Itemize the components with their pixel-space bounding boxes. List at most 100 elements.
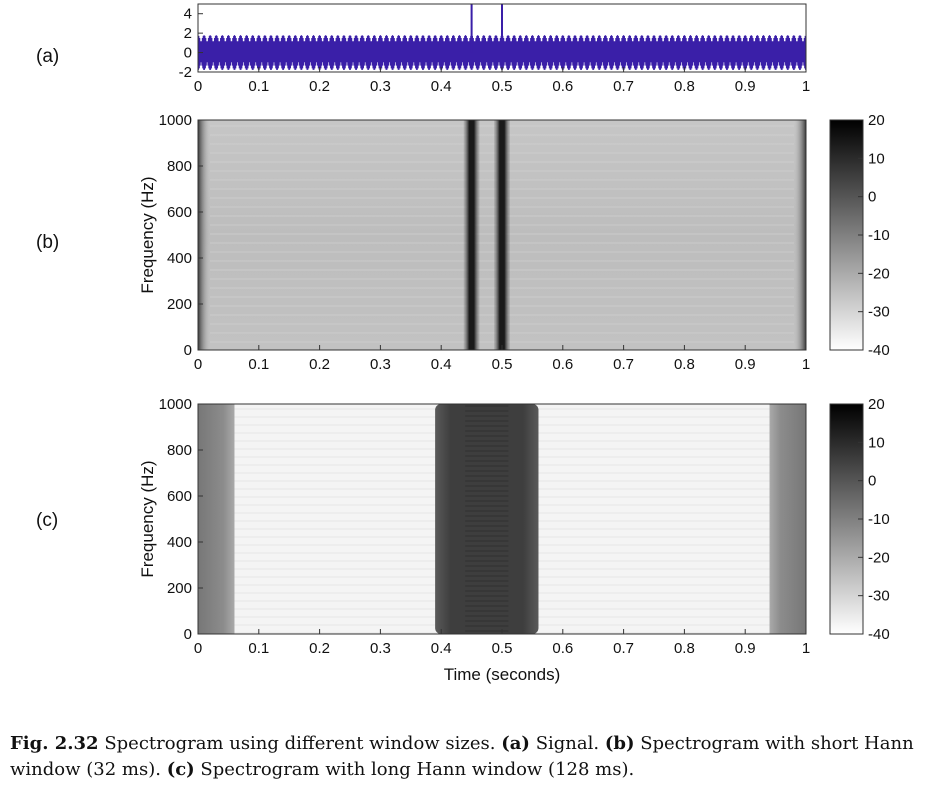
panel-a-signal-group bbox=[197, 4, 807, 70]
figure-caption: Fig. 2.32 Spectrogram using different wi… bbox=[10, 731, 935, 783]
panel-b-impulse-column bbox=[494, 120, 510, 350]
panel-c-ytick-label: 600 bbox=[167, 488, 192, 505]
panel-c-x-axis: 0 0.1 0.2 0.3 0.4 0.5 0.6 0.7 0.8 0.9 1 bbox=[194, 629, 810, 657]
panel-c-xtick-label: 0 bbox=[194, 640, 202, 657]
panel-c-xtick-label: 0.5 bbox=[492, 640, 513, 657]
panel-c-cbtick-label: 0 bbox=[868, 473, 876, 490]
panel-c-ytick-label: 1000 bbox=[159, 396, 192, 413]
panel-label-c: (c) bbox=[36, 510, 58, 531]
panel-b-ytick-label: 200 bbox=[167, 296, 192, 313]
panel-b-cbtick-label: 10 bbox=[868, 150, 885, 167]
panel-c-cbtick-label: 10 bbox=[868, 434, 885, 451]
panel-c-ytick-label: 800 bbox=[167, 442, 192, 459]
panel-a-xtick-label: 0.9 bbox=[735, 78, 756, 95]
panel-b-xtick-label: 0.7 bbox=[613, 356, 634, 373]
panel-b-xtick-label: 0.6 bbox=[552, 356, 573, 373]
panel-b-xtick-label: 0.3 bbox=[370, 356, 391, 373]
panel-c-blocks bbox=[198, 404, 806, 634]
panel-b-cbtick-label: 20 bbox=[868, 112, 885, 129]
panel-b-ytick-label: 1000 bbox=[159, 112, 192, 129]
panel-b-left-edge bbox=[198, 120, 210, 350]
panel-b-xtick-label: 0.9 bbox=[735, 356, 756, 373]
panel-a-xtick-label: 0.3 bbox=[370, 78, 391, 95]
panel-c-xtick-label: 0.3 bbox=[370, 640, 391, 657]
panel-c-cbtick-label: -20 bbox=[868, 549, 890, 566]
caption-a-text: Signal. bbox=[535, 733, 600, 754]
panel-b-xtick-label: 0.2 bbox=[309, 356, 330, 373]
panel-b-xtick-label: 0.4 bbox=[431, 356, 452, 373]
panel-b-impulse-lines bbox=[463, 120, 510, 350]
caption-c-tag: (c) bbox=[166, 759, 195, 780]
caption-b-text: Spectrogram with short Hann window (32 m… bbox=[10, 733, 914, 780]
panel-a-xtick-label: 0.6 bbox=[552, 78, 573, 95]
panel-c-ytick-label: 400 bbox=[167, 534, 192, 551]
panel-c-impulse-stripes bbox=[465, 404, 509, 634]
panel-c-colorbar: 20 10 0 -10 -20 -30 -40 bbox=[829, 396, 890, 643]
panel-c-xlabel: Time (seconds) bbox=[444, 665, 561, 684]
panel-c-ytick-label: 0 bbox=[184, 626, 192, 643]
panel-c-xtick-label: 0.2 bbox=[309, 640, 330, 657]
panel-b-right-edge bbox=[794, 120, 806, 350]
panel-b-colorbar: 20 10 0 -10 -20 -30 -40 bbox=[829, 112, 890, 359]
panel-c-colorbar-gradient bbox=[829, 403, 864, 635]
panel-a-xtick-label: 1 bbox=[802, 78, 810, 95]
panel-a-ytick-label: -2 bbox=[179, 64, 192, 81]
panel-c-ytick-label: 200 bbox=[167, 580, 192, 597]
panel-c-cbtick-label: -10 bbox=[868, 511, 890, 528]
panel-a-xtick-label: 0 bbox=[194, 78, 202, 95]
panel-b-cbtick-label: 0 bbox=[868, 189, 876, 206]
panel-c-xtick-label: 0.4 bbox=[431, 640, 452, 657]
panel-c-xtick-label: 1 bbox=[802, 640, 810, 657]
panel-a-xtick-label: 0.1 bbox=[248, 78, 269, 95]
panel-a-ytick-label: 0 bbox=[184, 45, 192, 62]
panel-b-xtick-label: 0.5 bbox=[492, 356, 513, 373]
panel-c-colorbar-ticks: 20 10 0 -10 -20 -30 -40 bbox=[858, 396, 890, 643]
panel-b-impulse-column bbox=[463, 120, 480, 350]
panel-b-ytick-label: 800 bbox=[167, 158, 192, 175]
panel-b-ytick-label: 400 bbox=[167, 250, 192, 267]
panel-c-xtick-label: 0.8 bbox=[674, 640, 695, 657]
panel-a-xtick-label: 0.4 bbox=[431, 78, 452, 95]
panel-label-b: (b) bbox=[36, 232, 59, 253]
panel-a-xtick-label: 0.2 bbox=[309, 78, 330, 95]
panel-c-cbtick-label: 20 bbox=[868, 396, 885, 413]
panel-a-ytick-label: 4 bbox=[184, 6, 192, 23]
caption-b-tag: (b) bbox=[604, 733, 635, 754]
panel-b-xtick-label: 0 bbox=[194, 356, 202, 373]
panel-a-xtick-label: 0.7 bbox=[613, 78, 634, 95]
panel-c-y-axis: 0 200 400 600 800 1000 bbox=[159, 396, 203, 643]
panel-label-a: (a) bbox=[36, 46, 59, 67]
panel-a-x-axis: 0 0.1 0.2 0.3 0.4 0.5 0.6 0.7 0.8 0.9 1 bbox=[194, 67, 810, 95]
caption-figure-label: Fig. 2.32 bbox=[10, 733, 99, 754]
panel-b-xtick-label: 0.1 bbox=[248, 356, 269, 373]
caption-a-tag: (a) bbox=[501, 733, 530, 754]
panel-a-y-axis: -2 0 2 4 bbox=[179, 6, 203, 81]
panel-b-ytick-label: 0 bbox=[184, 342, 192, 359]
panel-c-cbtick-label: -40 bbox=[868, 626, 890, 643]
panel-b-xtick-label: 0.8 bbox=[674, 356, 695, 373]
panel-c-start-block bbox=[198, 404, 235, 634]
panel-b-xtick-label: 1 bbox=[802, 356, 810, 373]
panel-c-xtick-label: 0.1 bbox=[248, 640, 269, 657]
panel-c-xtick-label: 0.6 bbox=[552, 640, 573, 657]
panel-c-end-block bbox=[769, 404, 806, 634]
panel-b-ytick-label: 600 bbox=[167, 204, 192, 221]
panel-b-x-axis: 0 0.1 0.2 0.3 0.4 0.5 0.6 0.7 0.8 0.9 1 bbox=[194, 345, 810, 373]
panel-b-ylabel: Frequency (Hz) bbox=[138, 176, 157, 293]
panel-a-ytick-label: 2 bbox=[184, 25, 192, 42]
caption-c-text: Spectrogram with long Hann window (128 m… bbox=[200, 759, 635, 780]
panel-b-cbtick-label: -40 bbox=[868, 342, 890, 359]
panel-a-xtick-label: 0.8 bbox=[674, 78, 695, 95]
caption-lead: Spectrogram using different window sizes… bbox=[104, 733, 496, 754]
panel-b-y-axis: 0 200 400 600 800 1000 bbox=[159, 112, 203, 359]
panel-b-colorbar-ticks: 20 10 0 -10 -20 -30 -40 bbox=[858, 112, 890, 359]
panel-a-xtick-label: 0.5 bbox=[492, 78, 513, 95]
panel-b-cbtick-label: -30 bbox=[868, 304, 890, 321]
panel-b-cbtick-label: -20 bbox=[868, 265, 890, 282]
panel-c-ylabel: Frequency (Hz) bbox=[138, 460, 157, 577]
panel-c-xtick-label: 0.9 bbox=[735, 640, 756, 657]
